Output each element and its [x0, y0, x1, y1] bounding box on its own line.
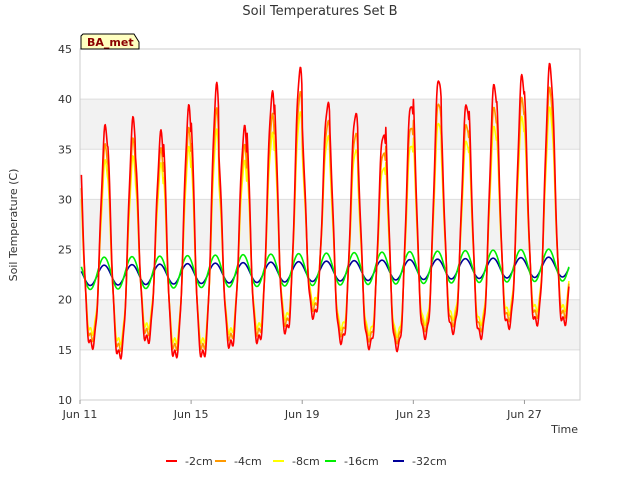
grid-bands: [80, 49, 580, 401]
y-tick-label: 30: [58, 193, 72, 206]
legend: -2cm -4cm -8cm -16cm -32cm: [166, 455, 447, 468]
series-layer: [80, 62, 570, 360]
x-tick-label: Jun 15: [173, 408, 209, 421]
x-tick-label: Jun 27: [506, 408, 542, 421]
series-line-2cm: [80, 62, 570, 360]
y-axis-label: Soil Temperature (C): [7, 169, 20, 282]
y-axis: 10 15 20 25 30 35 40 45: [58, 43, 72, 407]
x-axis: Jun 11 Jun 15 Jun 19 Jun 23 Jun 27: [62, 400, 542, 421]
grid-band: [80, 349, 580, 400]
legend-label: -8cm: [292, 455, 320, 468]
station-badge: BA_met: [80, 33, 140, 50]
y-tick-label: 25: [58, 244, 72, 257]
legend-label: -2cm: [185, 455, 213, 468]
y-tick-label: 45: [58, 43, 72, 56]
grid-band: [80, 199, 580, 250]
plot-frame: [79, 48, 581, 401]
x-tick-label: Jun 19: [284, 408, 320, 421]
x-tick-label: Jun 11: [62, 408, 98, 421]
y-tick-label: 40: [58, 93, 72, 106]
y-tick-label: 10: [58, 394, 72, 407]
x-axis-label: Time: [550, 423, 578, 436]
grid-band: [80, 49, 580, 100]
x-tick-label: Jun 23: [395, 408, 431, 421]
grid-band: [80, 299, 580, 350]
legend-label: -16cm: [344, 455, 379, 468]
y-tick-label: 20: [58, 294, 72, 307]
y-tick-label: 15: [58, 344, 72, 357]
legend-label: -4cm: [234, 455, 262, 468]
y-tick-label: 35: [58, 143, 72, 156]
station-badge-label: BA_met: [87, 36, 134, 49]
chart-title: Soil Temperatures Set B: [242, 4, 397, 19]
legend-label: -32cm: [412, 455, 447, 468]
station-badge-box: [80, 33, 140, 50]
